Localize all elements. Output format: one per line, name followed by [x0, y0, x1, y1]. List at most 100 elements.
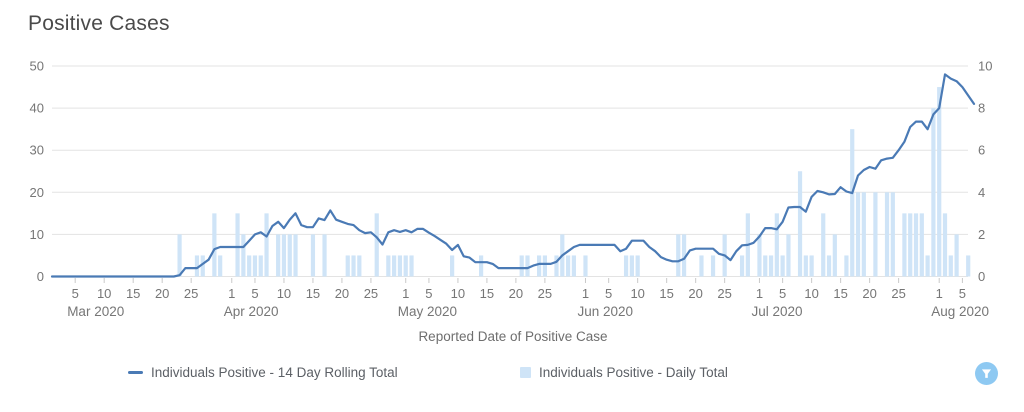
daily-total-bar	[786, 234, 791, 277]
daily-total-bar	[966, 255, 971, 277]
daily-total-bar	[525, 255, 530, 277]
daily-total-bar	[351, 255, 356, 277]
svg-text:10: 10	[451, 286, 465, 301]
legend-item-daily-total: Individuals Positive - Daily Total	[520, 360, 728, 384]
svg-text:25: 25	[538, 286, 552, 301]
daily-total-bar	[919, 213, 924, 277]
daily-total-bar	[565, 255, 571, 277]
svg-text:Apr 2020: Apr 2020	[224, 304, 279, 319]
daily-total-bar	[809, 255, 814, 277]
svg-text:40: 40	[30, 101, 44, 116]
svg-text:Mar 2020: Mar 2020	[67, 304, 124, 319]
daily-total-bar	[583, 255, 588, 277]
daily-total-bar	[374, 213, 379, 277]
daily-total-bar	[276, 234, 281, 277]
daily-total-bar	[855, 192, 861, 277]
daily-total-bar	[884, 192, 890, 277]
daily-total-bar	[873, 192, 878, 277]
svg-text:6: 6	[978, 143, 985, 158]
daily-total-bar	[937, 87, 942, 277]
daily-total-bar	[392, 255, 397, 277]
svg-text:10: 10	[30, 227, 44, 242]
daily-total-bar	[252, 255, 258, 277]
daily-total-bar	[571, 255, 576, 277]
svg-text:15: 15	[126, 286, 140, 301]
daily-total-bar	[310, 234, 316, 277]
svg-text:2: 2	[978, 227, 985, 242]
svg-text:5: 5	[959, 286, 966, 301]
svg-text:20: 20	[509, 286, 523, 301]
daily-total-bar	[890, 192, 895, 277]
daily-total-bar	[803, 255, 808, 277]
svg-text:10: 10	[804, 286, 818, 301]
daily-total-bar	[757, 234, 762, 277]
filter-button[interactable]	[975, 362, 998, 385]
x-axis-title: Reported Date of Positive Case	[418, 329, 608, 344]
daily-total-bar	[287, 234, 292, 277]
legend-item-rolling-total: Individuals Positive - 14 Day Rolling To…	[128, 360, 398, 384]
svg-text:20: 20	[335, 286, 349, 301]
svg-text:5: 5	[251, 286, 258, 301]
daily-total-bar	[942, 213, 948, 277]
svg-text:5: 5	[605, 286, 612, 301]
svg-text:10: 10	[978, 59, 992, 74]
svg-text:15: 15	[659, 286, 673, 301]
svg-text:Jun 2020: Jun 2020	[577, 304, 633, 319]
daily-total-bar	[954, 234, 959, 277]
daily-total-bar	[403, 255, 408, 277]
daily-total-bar	[397, 255, 403, 277]
daily-total-bar	[212, 213, 217, 277]
daily-total-bar	[681, 234, 687, 277]
svg-text:5: 5	[779, 286, 786, 301]
svg-text:10: 10	[277, 286, 291, 301]
svg-text:Aug 2020: Aug 2020	[931, 304, 989, 319]
daily-total-bar	[450, 255, 455, 277]
svg-text:1: 1	[402, 286, 409, 301]
legend-label: Individuals Positive - Daily Total	[539, 364, 728, 380]
rolling-total-line	[50, 73, 976, 278]
daily-total-bar	[623, 255, 629, 277]
daily-total-bar	[948, 255, 953, 277]
svg-text:Jul 2020: Jul 2020	[751, 304, 802, 319]
daily-total-bar	[200, 255, 205, 277]
daily-total-bar	[479, 255, 484, 277]
svg-text:4: 4	[978, 185, 985, 200]
daily-total-bar	[357, 255, 362, 277]
daily-total-bar	[797, 171, 803, 277]
daily-total-bar	[542, 255, 547, 277]
daily-total-bar	[247, 255, 252, 277]
daily-total-bar	[699, 255, 704, 277]
funnel-icon	[981, 369, 992, 378]
svg-text:50: 50	[30, 59, 44, 74]
daily-total-bar	[832, 234, 837, 277]
daily-total-bar	[861, 192, 866, 277]
daily-total-bar	[258, 255, 263, 277]
daily-total-bar	[676, 234, 681, 277]
svg-text:1: 1	[228, 286, 235, 301]
daily-total-bar	[386, 255, 391, 277]
svg-text:0: 0	[37, 269, 44, 284]
daily-total-bar	[739, 255, 745, 277]
daily-total-bars	[177, 87, 971, 277]
svg-text:5: 5	[72, 286, 79, 301]
svg-text:20: 20	[688, 286, 702, 301]
daily-total-bar	[218, 255, 223, 277]
daily-total-bar	[931, 108, 936, 277]
legend-label: Individuals Positive - 14 Day Rolling To…	[151, 364, 398, 380]
daily-total-bar	[768, 255, 774, 277]
left-axis-labels: 0 10 20 30 40 50	[30, 59, 44, 285]
svg-text:25: 25	[184, 286, 198, 301]
daily-total-bar	[293, 234, 298, 277]
line-swatch-icon	[128, 370, 143, 374]
daily-total-bar	[908, 213, 913, 277]
daily-total-bar	[554, 255, 559, 277]
svg-text:1: 1	[756, 286, 763, 301]
daily-total-bar	[925, 255, 930, 277]
page-title: Positive Cases	[28, 12, 170, 35]
svg-text:1: 1	[936, 286, 943, 301]
svg-text:25: 25	[891, 286, 905, 301]
daily-total-bar	[844, 255, 849, 277]
